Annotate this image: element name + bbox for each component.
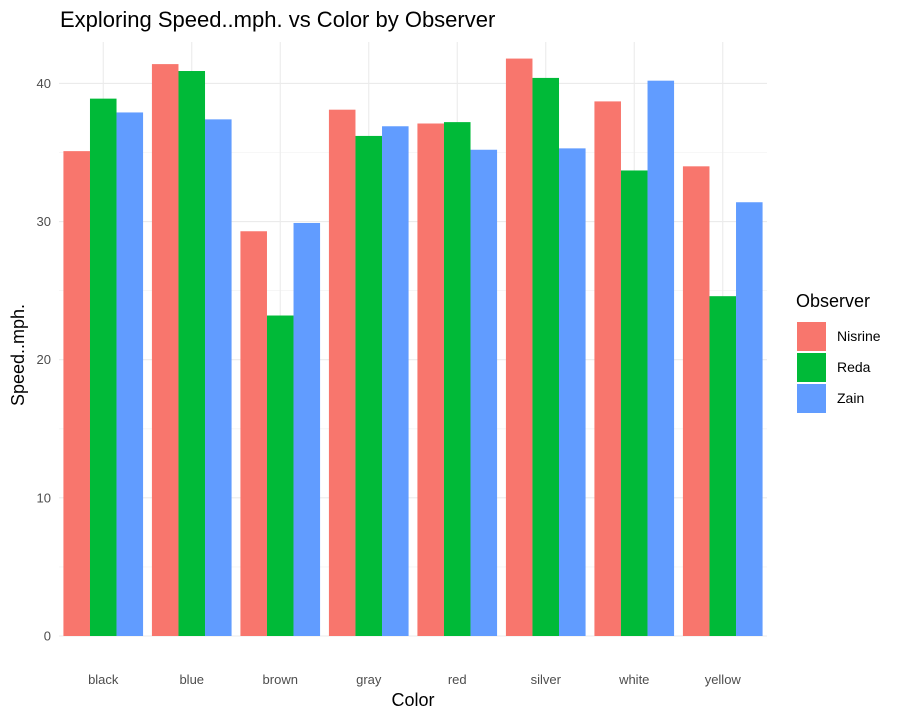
bar-yellow-reda [709, 296, 737, 636]
x-axis-ticks: black blue brown gray red silver white yellow [88, 672, 741, 687]
bar-red-zain [470, 149, 498, 636]
x-tick-label: red [448, 672, 467, 687]
x-tick-label: white [618, 672, 649, 687]
bars [63, 58, 763, 637]
bar-gray-reda [355, 135, 383, 637]
bar-blue-nisrine [151, 64, 179, 637]
legend-title: Observer [796, 291, 870, 311]
y-tick-label: 30 [37, 214, 51, 229]
x-tick-label: silver [531, 672, 562, 687]
bar-black-reda [89, 98, 117, 636]
bar-red-nisrine [417, 123, 444, 637]
legend-label-zain: Zain [837, 390, 864, 406]
y-tick-label: 10 [37, 490, 51, 505]
bar-red-reda [443, 122, 471, 637]
y-axis-title: Speed..mph. [8, 304, 28, 406]
legend-key-zain [797, 384, 826, 413]
bar-silver-reda [532, 77, 560, 637]
legend-key-reda [797, 353, 826, 382]
chart-title: Exploring Speed..mph. vs Color by Observ… [60, 7, 495, 32]
legend-label-nisrine: Nisrine [837, 328, 881, 344]
bar-white-nisrine [594, 101, 621, 636]
bar-white-zain [647, 80, 675, 636]
legend-label-reda: Reda [837, 359, 871, 375]
x-tick-label: yellow [705, 672, 742, 687]
bar-silver-zain [559, 148, 586, 637]
legend-key-nisrine [797, 322, 826, 351]
bar-yellow-zain [736, 202, 763, 636]
x-tick-label: blue [179, 672, 204, 687]
bar-brown-nisrine [240, 231, 267, 636]
bar-white-reda [620, 170, 648, 636]
y-axis-ticks: 0 10 20 30 40 [37, 76, 51, 644]
bar-brown-zain [293, 222, 321, 637]
y-tick-label: 40 [37, 76, 51, 91]
legend: Observer Nisrine Reda Zain [796, 291, 881, 413]
bar-yellow-nisrine [682, 166, 710, 637]
x-tick-label: brown [263, 672, 298, 687]
y-tick-label: 20 [37, 352, 51, 367]
x-tick-label: black [88, 672, 119, 687]
bar-black-nisrine [63, 151, 90, 636]
y-tick-label: 0 [44, 629, 51, 644]
bar-blue-zain [205, 119, 232, 636]
bar-gray-zain [382, 126, 409, 637]
bar-brown-reda [266, 315, 294, 636]
x-axis-title: Color [391, 690, 434, 710]
bar-black-zain [116, 112, 144, 636]
bar-silver-nisrine [505, 58, 533, 637]
bar-blue-reda [178, 71, 206, 637]
x-tick-label: gray [356, 672, 382, 687]
bar-gray-nisrine [328, 109, 356, 637]
